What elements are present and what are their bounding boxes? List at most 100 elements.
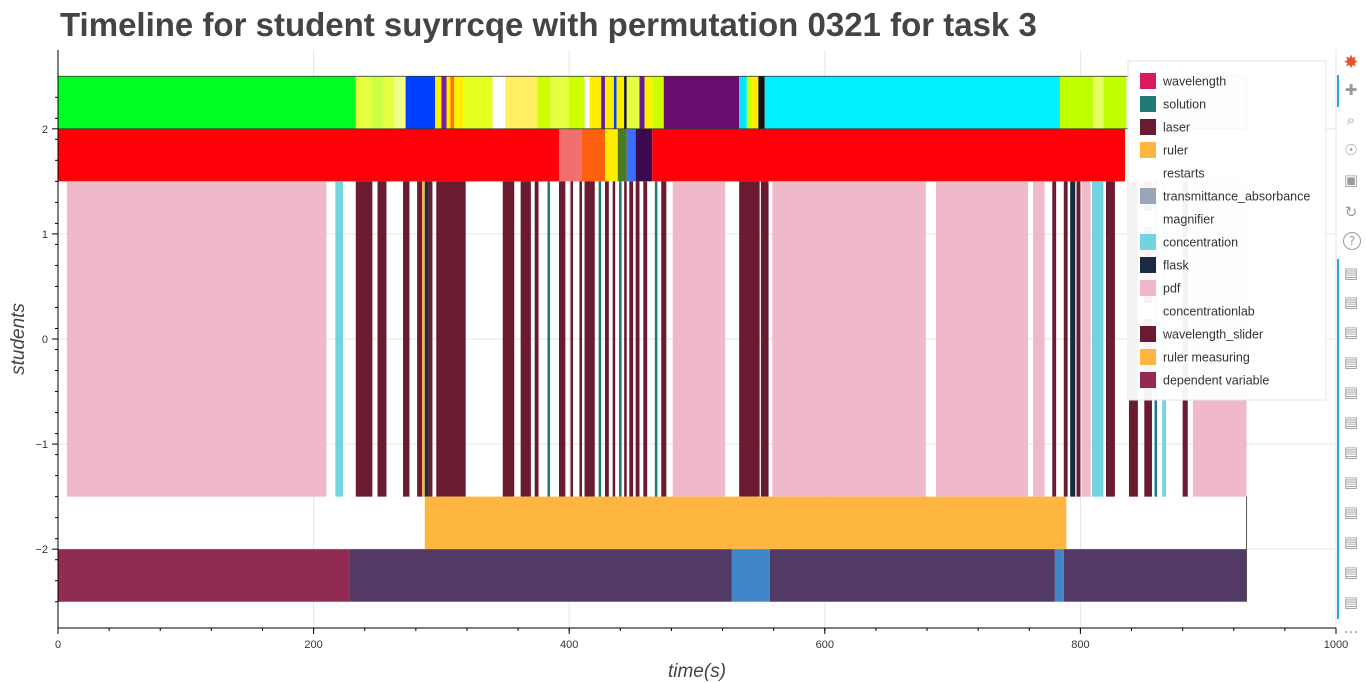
timeline-segment [1033, 181, 1045, 497]
legend-swatch [1140, 349, 1156, 365]
hover-icon[interactable]: ▤ [1343, 323, 1359, 341]
hover-icon[interactable]: ▤ [1343, 293, 1359, 311]
wheel-zoom-icon[interactable]: ☉ [1344, 141, 1358, 159]
hover-icon[interactable]: ▤ [1343, 443, 1359, 461]
timeline-segment [760, 181, 769, 497]
timeline-segment [643, 181, 648, 497]
timeline-segment [629, 181, 634, 497]
timeline-segment [570, 181, 574, 497]
y-tick-label: −1 [35, 439, 48, 451]
hover-icon[interactable]: ▤ [1343, 503, 1359, 521]
timeline-segment [454, 76, 464, 129]
legend-label: flask [1163, 259, 1189, 273]
timeline-segment [520, 181, 531, 497]
legend-swatch [1140, 188, 1156, 204]
more-icon[interactable]: … [1343, 619, 1359, 637]
toolbar-active-indicator-hover [1337, 259, 1339, 619]
y-tick-label: 2 [42, 124, 48, 136]
reset-icon[interactable]: ↻ [1344, 203, 1358, 221]
timeline-segment [422, 181, 425, 497]
timeline-segment [377, 181, 387, 497]
toolbar-active-indicator [1337, 75, 1339, 107]
timeline-segment [1063, 549, 1247, 602]
timeline-segment [1105, 181, 1115, 497]
legend-swatch [1140, 234, 1156, 250]
timeline-segment [1076, 181, 1081, 497]
timeline-segment [616, 76, 625, 129]
timeline-segment [424, 181, 429, 497]
timeline-segment [383, 76, 395, 129]
x-tick-label: 0 [55, 639, 61, 651]
x-tick-label: 400 [560, 639, 578, 651]
timeline-segment [1103, 76, 1127, 129]
legend-label: laser [1163, 121, 1190, 135]
chart-toolbar: ✸ ✚ ⌕ ☉ ▣ ↻? ▤ ▤ ▤ ▤ ▤ ▤ ▤ ▤ ▤ ▤ ▤ ▤ … [1337, 50, 1366, 640]
hover-icon[interactable]: ▤ [1343, 383, 1359, 401]
timeline-segment [672, 181, 726, 497]
legend-swatch [1140, 326, 1156, 342]
legend-swatch [1140, 211, 1156, 227]
timeline-segment [450, 76, 455, 129]
save-icon[interactable]: ▣ [1343, 171, 1359, 189]
timeline-segment [612, 181, 616, 497]
timeline-segment [1070, 181, 1076, 497]
y-tick-label: 1 [42, 229, 48, 241]
timeline-segment [417, 181, 423, 497]
timeline-segment [604, 181, 609, 497]
legend-swatch [1140, 372, 1156, 388]
hover-icon[interactable]: ▤ [1343, 264, 1359, 282]
legend-swatch [1140, 280, 1156, 296]
timeline-segment [1052, 181, 1057, 497]
timeline-segment [652, 76, 664, 129]
timeline-segment [558, 128, 582, 182]
timeline-segment [746, 76, 752, 129]
hover-icon[interactable]: ▤ [1343, 473, 1359, 491]
pan-icon[interactable]: ✚ [1344, 81, 1358, 99]
timeline-segment [626, 76, 640, 129]
hover-icon[interactable]: ▤ [1343, 563, 1359, 581]
legend-label: pdf [1163, 282, 1181, 296]
timeline-segment [579, 181, 582, 497]
timeline-segment [644, 76, 653, 129]
legend-swatch [1140, 165, 1156, 181]
y-tick-label: −2 [35, 544, 48, 556]
x-tick-label: 200 [304, 639, 322, 651]
timeline-segment [731, 549, 770, 602]
timeline-segment [537, 76, 551, 129]
y-tick-label: 0 [42, 334, 48, 346]
timeline-segment [335, 181, 343, 497]
timeline-segment [58, 549, 350, 602]
legend-label: wavelength [1162, 75, 1226, 89]
timeline-segment [613, 76, 617, 129]
legend-swatch [1140, 119, 1156, 135]
box-zoom-icon[interactable]: ⌕ [1346, 111, 1356, 129]
timeline-segment [661, 181, 667, 497]
timeline-segment [58, 128, 559, 182]
timeline-segment [652, 128, 1126, 182]
timeline-segment [558, 181, 566, 497]
timeline-segment [1059, 76, 1094, 129]
timeline-segment [617, 128, 627, 182]
timeline-segment [639, 76, 645, 129]
timeline-segment [598, 181, 602, 497]
timeline-segment [435, 76, 442, 129]
timeline-segment [424, 496, 1067, 550]
help-icon[interactable]: ? [1343, 232, 1361, 250]
bokeh-logo-icon[interactable]: ✸ [1343, 51, 1359, 73]
hover-icon[interactable]: ▤ [1343, 353, 1359, 371]
timeline-segment [1081, 181, 1091, 497]
timeline-segment [547, 181, 551, 497]
timeline-segment [550, 76, 570, 129]
legend-label: transmittance_absorbance [1163, 190, 1310, 204]
timeline-segment [463, 76, 493, 129]
timeline-segment [403, 181, 410, 497]
timeline-segment [446, 76, 451, 129]
timeline-segment [935, 181, 1029, 497]
hover-icon[interactable]: ▤ [1343, 533, 1359, 551]
hover-icon[interactable]: ▤ [1343, 413, 1359, 431]
timeline-segment [66, 181, 327, 497]
hover-icon[interactable]: ▤ [1343, 593, 1359, 611]
legend-label: solution [1163, 98, 1206, 112]
timeline-segment [626, 128, 636, 182]
